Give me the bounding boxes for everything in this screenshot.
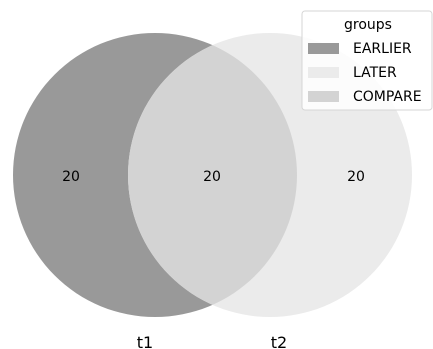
- set-label-t1: t1: [137, 333, 153, 349]
- legend-swatch-compare: [308, 91, 339, 102]
- legend-title: groups: [344, 17, 392, 33]
- region-label-t2-only: 20: [347, 169, 365, 185]
- legend: groups EARLIER LATER COMPARE: [301, 10, 433, 111]
- region-label-t1-only: 20: [62, 169, 80, 185]
- region-label-intersection: 20: [203, 169, 221, 185]
- legend-swatch-later: [308, 67, 339, 78]
- legend-label-earlier: EARLIER: [353, 41, 412, 57]
- legend-label-later: LATER: [353, 65, 397, 81]
- legend-frame: [301, 10, 433, 111]
- legend-label-compare: COMPARE: [353, 89, 422, 105]
- set-label-t2: t2: [271, 333, 287, 349]
- overlap-region: [128, 33, 297, 317]
- legend-swatch-earlier: [308, 43, 339, 54]
